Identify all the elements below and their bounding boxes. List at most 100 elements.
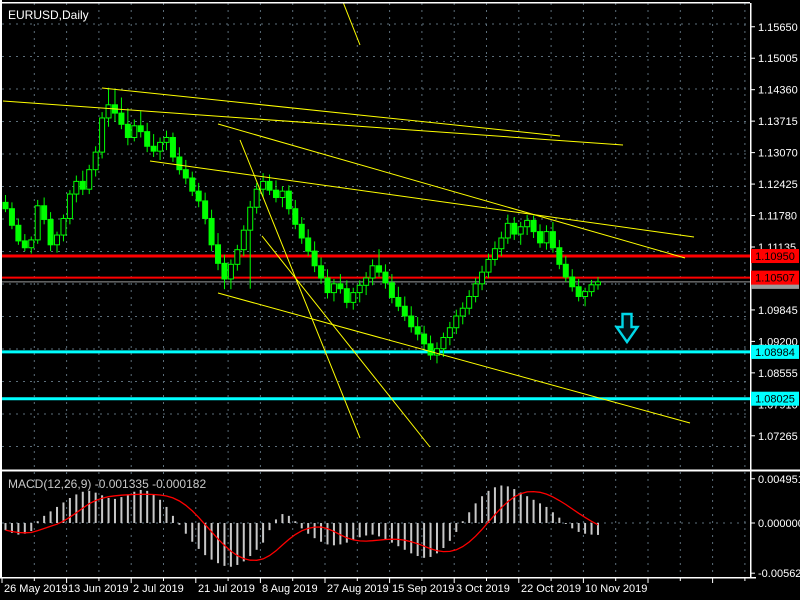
pane-separator[interactable] <box>0 469 800 472</box>
down-arrow-icon[interactable] <box>614 312 640 345</box>
candle-body <box>266 180 273 191</box>
candle-body <box>562 263 569 278</box>
price-tick-label: 1.13715 <box>758 116 798 128</box>
candle-body <box>543 231 550 244</box>
candle-body <box>485 258 492 273</box>
macd-histogram-bar <box>107 498 110 523</box>
time-axis-line <box>0 577 756 579</box>
candle-body <box>163 136 170 143</box>
frame-left <box>0 0 2 578</box>
trendline[interactable] <box>149 160 695 238</box>
macd-indicator-layer <box>4 485 599 567</box>
macd-histogram-bar <box>17 523 20 535</box>
macd-histogram-bar <box>152 494 155 523</box>
trendlines-layer[interactable] <box>2 2 695 448</box>
candle-body <box>176 156 183 171</box>
candle-body <box>2 201 9 210</box>
macd-histogram-bar <box>461 521 464 523</box>
price-axis-line <box>750 3 752 578</box>
macd-histogram-bar <box>532 499 535 523</box>
macd-histogram-bar <box>590 523 593 535</box>
price-level-box-label: 1.08025 <box>755 394 795 406</box>
macd-histogram-bar <box>519 492 522 523</box>
macd-histogram-bar <box>217 523 220 564</box>
macd-histogram-bar <box>62 502 65 523</box>
candle-body <box>150 145 157 152</box>
candle-body <box>459 307 466 317</box>
macd-histogram-bar <box>300 523 303 529</box>
candle-body <box>137 125 144 133</box>
macd-histogram-bar <box>146 490 149 523</box>
price-level-box <box>751 270 799 285</box>
macd-histogram-bar <box>584 523 587 534</box>
candle-body <box>433 348 440 356</box>
price-level-box-label: 1.08984 <box>755 347 795 359</box>
price-tick-label: 1.15005 <box>758 53 798 65</box>
candle-body <box>105 104 112 119</box>
macd-histogram-bar <box>178 523 181 525</box>
macd-histogram-bar <box>171 515 174 523</box>
time-tick-label: 13 Jun 2019 <box>68 583 129 595</box>
price-tick-label: 1.07265 <box>758 431 798 443</box>
macd-histogram-bar <box>416 523 419 557</box>
horizontal-levels-layer[interactable] <box>2 254 750 401</box>
macd-histogram-bar <box>30 523 33 532</box>
candle-body <box>47 218 54 246</box>
candle-body <box>382 271 389 284</box>
macd-histogram-bar <box>126 494 129 523</box>
candle-body <box>350 292 357 303</box>
trendline[interactable] <box>217 292 691 424</box>
candle-body <box>92 151 99 171</box>
trendline[interactable] <box>2 100 624 146</box>
macd-histogram-bar <box>204 523 207 556</box>
time-tick-label: 22 Oct 2019 <box>521 583 581 595</box>
price-tick-label: 1.14360 <box>758 85 798 97</box>
macd-histogram-bar <box>294 521 297 523</box>
macd-histogram-bar <box>36 521 39 523</box>
macd-histogram-bar <box>551 512 554 523</box>
candle-body <box>157 141 164 152</box>
candle-body <box>395 296 402 307</box>
price-tick-label: 1.15650 <box>758 22 798 34</box>
candle-body <box>221 262 228 280</box>
macd-histogram-bar <box>429 523 432 557</box>
price-tick-label: 1.11780 <box>758 211 797 223</box>
time-tick-label: 21 Jul 2019 <box>198 583 255 595</box>
macd-histogram-bar <box>223 523 226 566</box>
macd-histogram-bar <box>320 523 323 542</box>
candle-body <box>202 200 209 219</box>
macd-histogram-bar <box>352 523 355 540</box>
macd-histogram-bar <box>371 523 374 535</box>
macd-tick-label: -0.005620 <box>758 568 800 580</box>
candle-body <box>66 193 73 219</box>
arrow-object-layer[interactable] <box>614 312 640 345</box>
macd-histogram-bar <box>313 523 316 539</box>
macd-histogram-bar <box>345 523 348 543</box>
trendline[interactable] <box>217 123 686 259</box>
macd-histogram-bar <box>113 498 116 523</box>
macd-histogram-bar <box>442 523 445 548</box>
macd-histogram-bar <box>242 523 245 562</box>
candle-body <box>279 190 286 198</box>
macd-histogram-bar <box>159 499 162 523</box>
candle-body <box>215 244 222 264</box>
trendline[interactable] <box>342 2 361 46</box>
candle-body <box>511 222 518 235</box>
price-level-box <box>751 249 799 264</box>
trendline[interactable] <box>261 235 431 448</box>
macd-histogram-bar <box>139 489 142 523</box>
candle-body <box>466 296 473 309</box>
price-tick-label: 1.13070 <box>758 148 798 160</box>
candle-body <box>408 315 415 328</box>
macd-histogram-bar <box>210 523 213 560</box>
trendline[interactable] <box>239 139 361 439</box>
candle-body <box>575 286 582 298</box>
candle-body <box>60 217 67 236</box>
candle-body <box>324 277 331 294</box>
macd-histogram-bar <box>4 523 7 531</box>
candle-body <box>247 206 254 231</box>
candle-body <box>79 180 86 190</box>
trendline[interactable] <box>101 87 561 137</box>
macd-histogram-bar <box>197 523 200 549</box>
